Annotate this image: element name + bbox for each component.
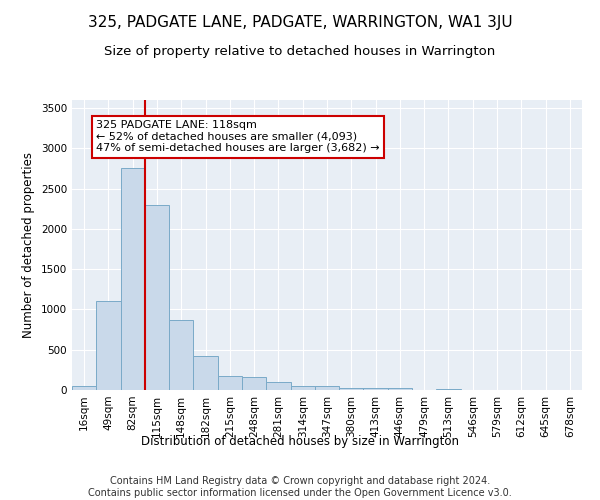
Text: 325 PADGATE LANE: 118sqm
← 52% of detached houses are smaller (4,093)
47% of sem: 325 PADGATE LANE: 118sqm ← 52% of detach… xyxy=(96,120,380,154)
Bar xyxy=(364,388,388,390)
Bar xyxy=(290,386,315,390)
Bar xyxy=(339,388,364,390)
Text: 325, PADGATE LANE, PADGATE, WARRINGTON, WA1 3JU: 325, PADGATE LANE, PADGATE, WARRINGTON, … xyxy=(88,15,512,30)
Y-axis label: Number of detached properties: Number of detached properties xyxy=(22,152,35,338)
Bar xyxy=(121,168,145,390)
Bar xyxy=(315,386,339,390)
Text: Contains HM Land Registry data © Crown copyright and database right 2024.
Contai: Contains HM Land Registry data © Crown c… xyxy=(88,476,512,498)
Bar xyxy=(266,382,290,390)
Bar xyxy=(193,356,218,390)
Bar xyxy=(218,376,242,390)
Bar xyxy=(242,376,266,390)
Text: Distribution of detached houses by size in Warrington: Distribution of detached houses by size … xyxy=(141,435,459,448)
Bar xyxy=(436,389,461,390)
Bar xyxy=(388,388,412,390)
Bar xyxy=(72,386,96,390)
Bar xyxy=(96,302,121,390)
Bar xyxy=(145,204,169,390)
Text: Size of property relative to detached houses in Warrington: Size of property relative to detached ho… xyxy=(104,45,496,58)
Bar xyxy=(169,320,193,390)
